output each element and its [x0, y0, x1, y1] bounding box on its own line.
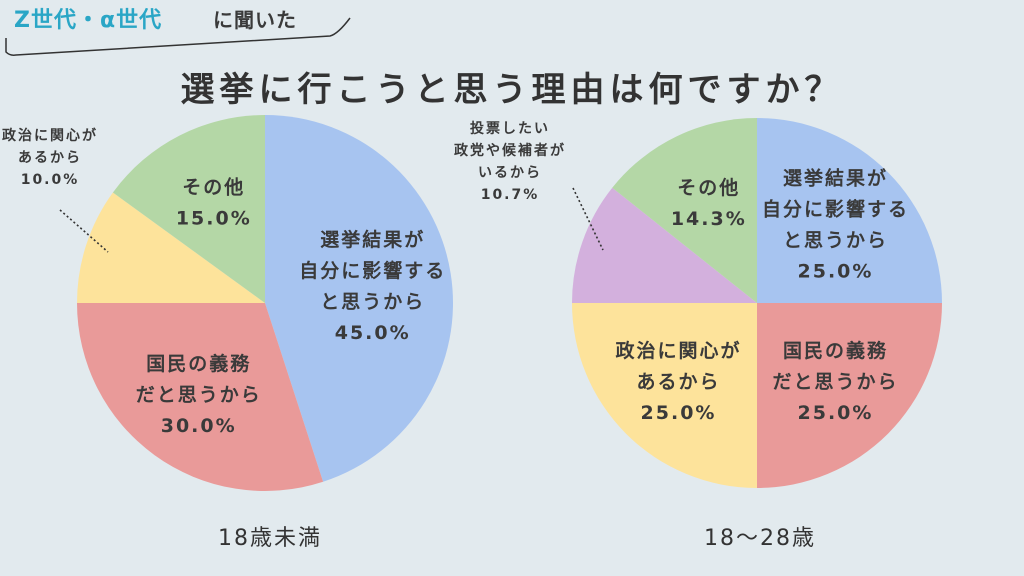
chart-1-label-line: 投票したい — [470, 121, 550, 137]
chart-0-value-0: 45.0% — [335, 322, 411, 344]
chart-0-label-line: だと思うから — [136, 384, 262, 406]
chart-0-label-line: 選挙結果が — [320, 228, 425, 251]
chart-1-label-line: 政党や候補者が — [454, 142, 566, 159]
chart-1-slice-3 — [572, 187, 757, 303]
chart-right-caption: 18〜28歳 — [704, 526, 816, 551]
chart-0-label-line: その他 — [182, 176, 245, 199]
chart-1-label-1: 国民の義務だと思うから 25.0% — [772, 339, 898, 424]
chart-1-value-1: 25.0% — [798, 402, 874, 424]
chart-1-value-4: 14.3% — [671, 208, 747, 230]
chart-1-label-line: 選挙結果が — [783, 167, 888, 190]
chart-1-label-0: 選挙結果が自分に影響すると思うから 25.0% — [762, 167, 909, 283]
chart-0-slice-0 — [265, 115, 453, 482]
chart-1-slice-2 — [572, 303, 757, 488]
header-tag-accent: Z世代・α世代 — [14, 8, 163, 33]
chart-0-label-0: 選挙結果が自分に影響すると思うから 45.0% — [299, 228, 446, 344]
chart-1-label-2: 政治に関心があるから 25.0% — [616, 339, 742, 424]
chart-1-label-line: 政治に関心が — [616, 339, 742, 362]
chart-1-slice-1 — [757, 303, 942, 488]
chart-1-value-3: 10.7% — [481, 187, 540, 203]
chart-0-label-line: と思うから — [320, 291, 425, 313]
chart-1-label-line: 自分に影響する — [762, 198, 909, 221]
chart-0-label-1: 国民の義務だと思うから 30.0% — [136, 352, 262, 437]
chart-0-value-2: 10.0% — [21, 172, 80, 188]
chart-1-value-0: 25.0% — [798, 261, 874, 283]
chart-0-label-line: あるから — [18, 150, 82, 166]
chart-0-slice-1 — [77, 303, 324, 491]
header-underline — [5, 17, 351, 56]
chart-0-label-line: 政治に関心が — [2, 127, 98, 144]
chart-1-label-line: あるから — [637, 371, 721, 393]
header-tag-rest: に聞いた — [213, 8, 297, 32]
chart-0-value-3: 15.0% — [176, 208, 252, 230]
chart-0-label-3: その他 15.0% — [176, 176, 252, 230]
chart-1-value-2: 25.0% — [641, 402, 717, 424]
chart-1-label-line: いるから — [478, 165, 542, 181]
chart-1-label-4: その他 14.3% — [671, 176, 747, 230]
header-tag: Z世代・α世代 に聞いた — [0, 0, 360, 60]
chart-1-slice-0 — [757, 118, 942, 303]
chart-0-label-2: 政治に関心があるから 10.0% — [2, 127, 98, 188]
chart-1-label-line: だと思うから — [772, 371, 898, 393]
chart-1-label-line: その他 — [677, 176, 740, 199]
chart-1-label-line: と思うから — [783, 230, 888, 252]
chart-left-caption: 18歳未満 — [218, 526, 322, 551]
chart-0-leader-line — [59, 209, 109, 253]
chart-1-label-3: 投票したい政党や候補者がいるから 10.7% — [454, 121, 566, 203]
chart-1-label-line: 国民の義務 — [783, 339, 888, 362]
chart-0-label-line: 自分に影響する — [299, 259, 446, 282]
chart-0-value-1: 30.0% — [161, 415, 237, 437]
header-underline-path — [5, 17, 351, 56]
chart-0-slice-2 — [77, 192, 265, 303]
chart-1-slice-4 — [612, 118, 757, 303]
page-title: 選挙に行こうと思う理由は何ですか？ — [180, 70, 844, 110]
chart-0-slice-3 — [112, 114, 265, 303]
chart-0-label-line: 国民の義務 — [146, 352, 251, 375]
